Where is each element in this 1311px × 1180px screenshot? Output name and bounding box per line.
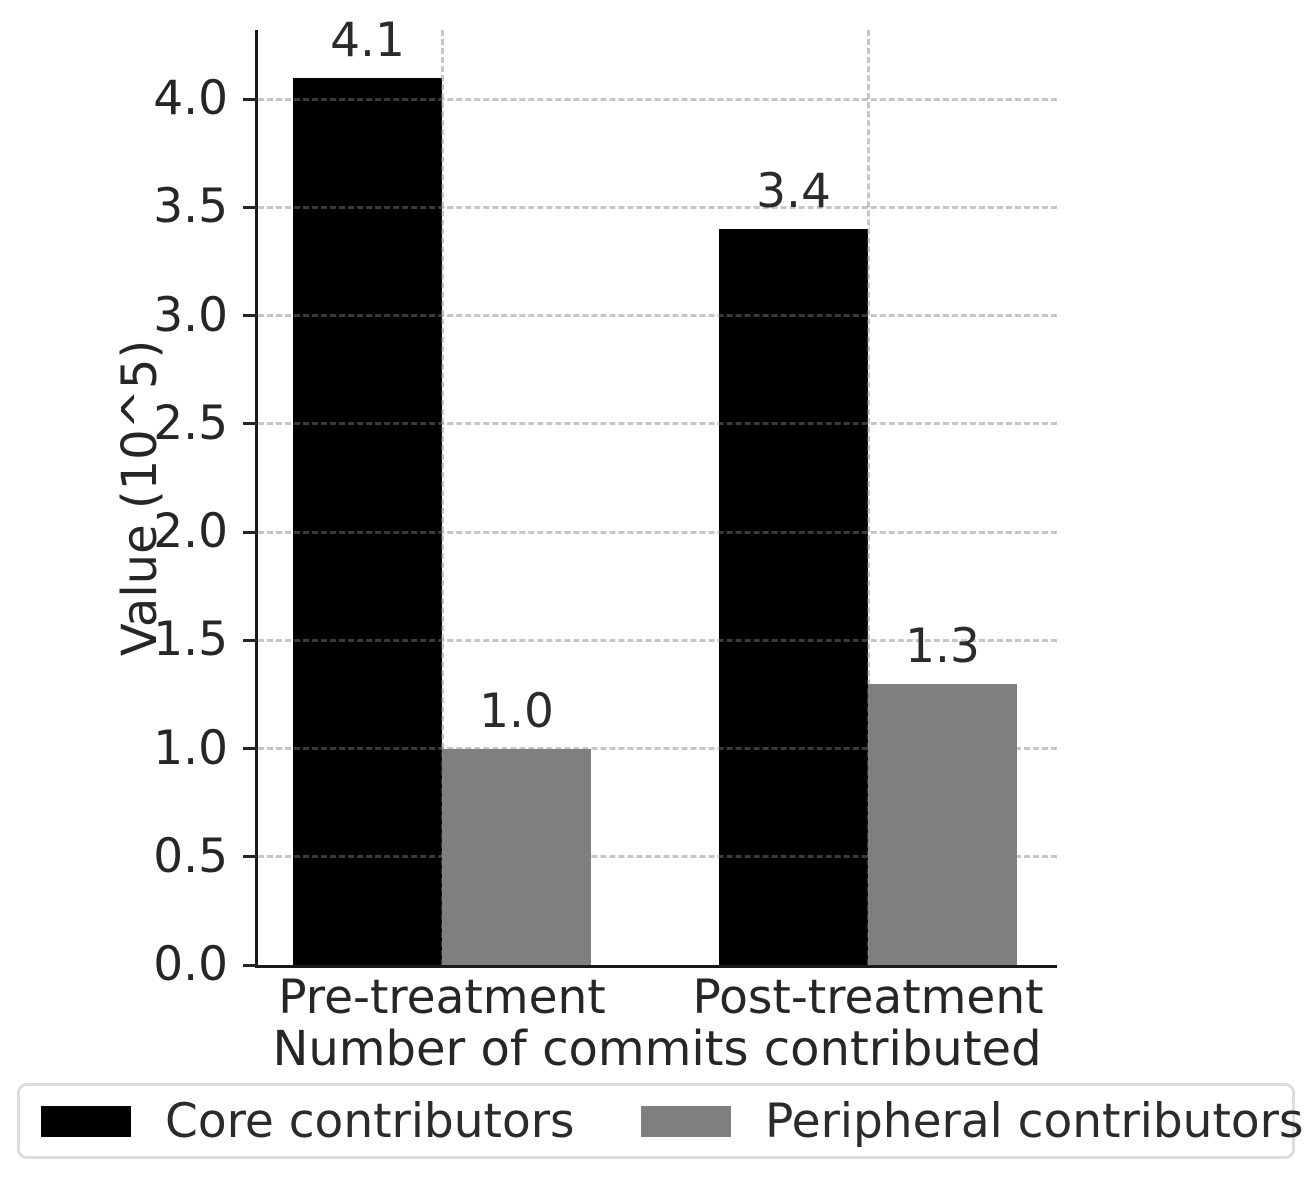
y-tick-label: 1.5 <box>153 612 228 668</box>
y-tick-mark <box>243 855 258 859</box>
horizontal-gridline <box>258 205 1057 209</box>
x-tick-label-pre-treatment: Pre-treatment <box>278 970 606 1025</box>
bar-core-contributors-pre-treatment <box>293 77 442 965</box>
y-tick-label: 2.5 <box>153 395 228 451</box>
y-tick-label: 0.0 <box>153 937 228 992</box>
legend-item-core-contributors: Core contributors <box>41 1086 575 1156</box>
bar-core-contributors-post-treatment <box>719 229 869 965</box>
bar-value-label: 1.0 <box>479 683 554 739</box>
horizontal-gridline <box>258 314 1057 318</box>
horizontal-gridline <box>258 855 1057 859</box>
y-tick-mark <box>243 530 258 534</box>
x-tick-label-post-treatment: Post-treatment <box>692 970 1044 1025</box>
y-tick-label: 1.0 <box>153 720 228 776</box>
horizontal-gridline <box>258 422 1057 426</box>
bar-value-label: 3.4 <box>756 164 831 220</box>
y-tick-mark <box>243 97 258 101</box>
plot-area: 4.1 1.0 3.4 1.3 0.0 0.5 1.0 1.5 2.0 2.5 3.0 3.5 4.0 <box>153 15 1057 990</box>
y-tick-mark <box>243 422 258 426</box>
bar-peripheral-contributors-pre-treatment <box>442 748 591 965</box>
legend-label: Peripheral contributors <box>765 1093 1304 1149</box>
y-tick-label: 2.0 <box>153 504 228 560</box>
x-axis-label: Number of commits contributed <box>272 1021 1042 1077</box>
y-axis-label: Value (10^5) <box>112 339 168 657</box>
x-axis-spine <box>255 965 1057 968</box>
y-tick-mark <box>243 638 258 642</box>
y-tick-label: 0.5 <box>153 828 228 884</box>
y-tick-label: 4.0 <box>153 71 228 127</box>
vertical-gridline <box>866 30 870 965</box>
horizontal-gridline <box>258 747 1057 751</box>
y-tick-label: 3.5 <box>153 179 228 235</box>
y-tick-mark <box>243 205 258 209</box>
legend-swatch <box>41 1105 131 1137</box>
legend: Core contributors Peripheral contributors <box>17 1083 1303 1159</box>
bar-peripheral-contributors-post-treatment <box>868 683 1018 965</box>
vertical-gridline <box>440 30 444 965</box>
horizontal-gridline <box>258 530 1057 534</box>
bar-value-label: 4.1 <box>330 12 405 68</box>
y-tick-label: 3.0 <box>153 287 228 343</box>
y-tick-mark <box>243 747 258 751</box>
legend-swatch <box>641 1105 731 1137</box>
horizontal-gridline <box>258 97 1057 101</box>
horizontal-gridline <box>258 638 1057 642</box>
legend-item-peripheral-contributors: Peripheral contributors <box>641 1086 1303 1156</box>
y-tick-mark <box>243 963 258 967</box>
legend-label: Core contributors <box>165 1093 575 1149</box>
y-tick-mark <box>243 314 258 318</box>
bar-value-label: 1.3 <box>905 618 980 674</box>
y-axis-spine <box>255 30 258 965</box>
